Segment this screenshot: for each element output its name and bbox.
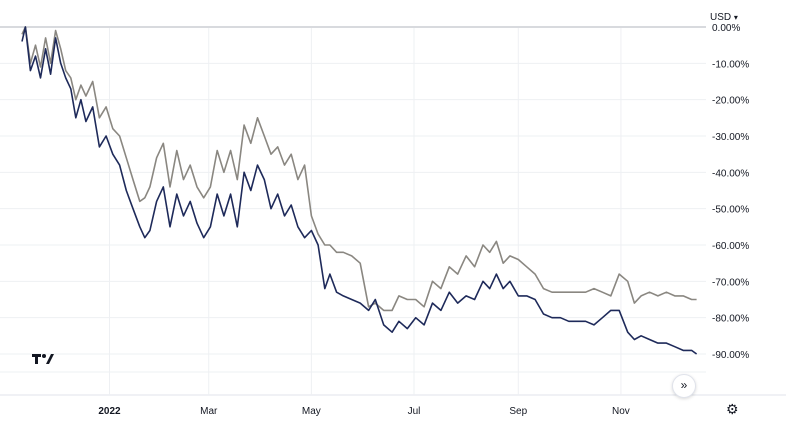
y-tick-label: -20.00% — [712, 96, 749, 107]
series-line-1 — [21, 26, 698, 355]
currency-selector[interactable]: USD ▾ — [710, 12, 738, 23]
x-tick-label: Jul — [408, 406, 421, 417]
x-tick-label: Sep — [509, 406, 527, 417]
y-axis: 0.00% -10.00% -20.00% -30.00% -40.00% -50.00%… — [712, 23, 749, 361]
y-tick-label: 0.00% — [712, 23, 740, 34]
y-tick-label: -60.00% — [712, 241, 749, 252]
double-chevron-right-icon: » — [680, 378, 688, 392]
y-tick-label: -10.00% — [712, 59, 749, 70]
currency-label: USD — [710, 12, 732, 23]
x-axis: 2022 Mar May Jul Sep Nov — [98, 406, 629, 417]
y-tick-label: -70.00% — [712, 277, 749, 288]
scroll-to-realtime-button[interactable]: » — [672, 374, 696, 398]
y-tick-label: -30.00% — [712, 132, 749, 143]
series-group — [21, 26, 698, 355]
y-tick-label: -90.00% — [712, 350, 749, 361]
series-line-2 — [21, 26, 697, 312]
y-tick-label: -80.00% — [712, 314, 749, 325]
y-tick-label: -40.00% — [712, 168, 749, 179]
gear-icon[interactable]: ⚙ — [726, 401, 739, 417]
tradingview-logo — [32, 352, 54, 370]
x-tick-label: 2022 — [98, 406, 121, 417]
x-tick-label: May — [302, 406, 321, 417]
x-tick-label: Mar — [200, 406, 218, 417]
grid — [0, 26, 786, 396]
x-tick-label: Nov — [612, 406, 630, 417]
chevron-down-icon: ▾ — [733, 13, 738, 22]
y-tick-label: -50.00% — [712, 205, 749, 216]
